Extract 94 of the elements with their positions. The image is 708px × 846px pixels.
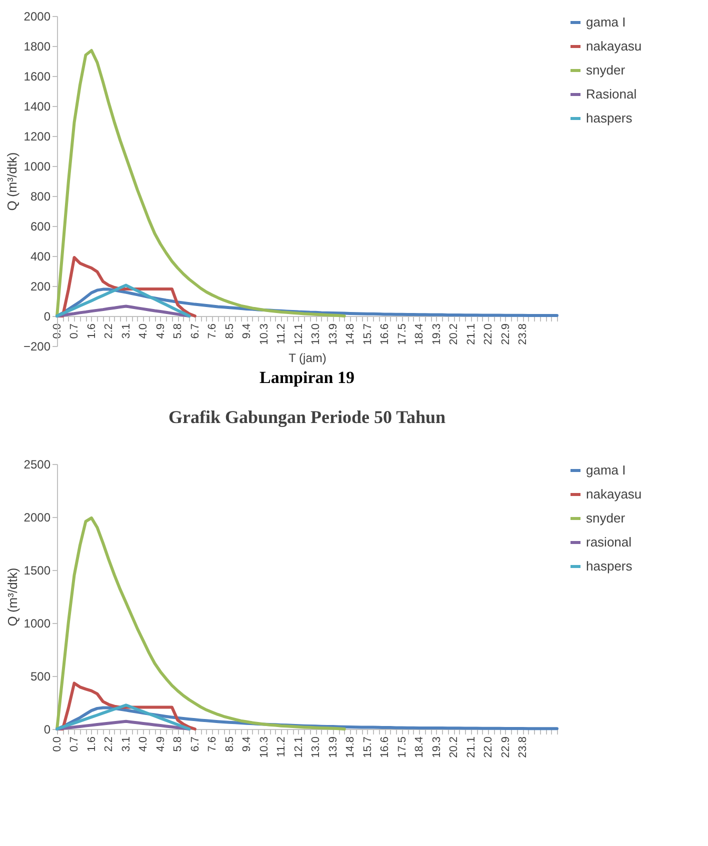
y-tick-label: 1500	[24, 564, 51, 578]
line-series	[56, 49, 346, 318]
x-tick-label: 19.3	[430, 736, 443, 758]
x-tick-label: 21.1	[465, 324, 478, 345]
x-tick-label: 20.2	[448, 736, 460, 758]
legend-label: snyder	[586, 62, 626, 78]
x-tick-label: 22.0	[482, 736, 495, 758]
y-tick-label: 2000	[24, 510, 51, 524]
legend-label: gama I	[586, 14, 626, 30]
x-tick-label: 1.6	[86, 324, 98, 339]
x-tick-label: 13.9	[327, 736, 340, 758]
x-tick-label: 21.1	[465, 736, 478, 758]
x-tick-label: 4.0	[138, 324, 150, 339]
x-tick-label: 17.5	[396, 736, 408, 758]
line-series	[56, 704, 191, 730]
x-tick-label: 5.8	[172, 736, 184, 752]
y-tick-label: 200	[30, 280, 51, 294]
x-tick-label: 0.7	[68, 324, 81, 339]
x-tick-label: 4.9	[154, 324, 167, 339]
x-tick-label: 23.8	[517, 324, 530, 345]
legend-label: nakayasu	[586, 486, 642, 502]
x-tick-label: 4.9	[154, 736, 167, 752]
x-tick-label: 1.6	[86, 736, 98, 752]
x-tick-label: 6.7	[189, 324, 202, 339]
x-tick-label: 14.8	[344, 736, 357, 758]
x-tick-label: 22.0	[482, 324, 495, 345]
x-tick-label: 12.1	[292, 324, 305, 345]
x-tick-label: 10.3	[258, 736, 270, 758]
y-tick-label: 1400	[24, 100, 51, 114]
line-series	[56, 284, 191, 318]
x-tick-label: 3.1	[120, 324, 132, 339]
x-tick-label: 15.7	[362, 736, 374, 758]
x-tick-label: 22.9	[500, 736, 512, 758]
x-tick-label: 9.4	[241, 736, 254, 752]
y-tick-label: 400	[30, 250, 51, 264]
legend-label: gama I	[586, 462, 626, 478]
x-tick-label: 10.3	[258, 324, 270, 345]
y-tick-label: 2500	[24, 458, 51, 472]
legend-label: nakayasu	[586, 38, 642, 54]
x-tick-label: 6.7	[189, 736, 202, 752]
y-tick-label: 600	[30, 220, 51, 234]
x-tick-label: 17.5	[396, 324, 408, 345]
chart-subtitle: Grafik Gabungan Periode 50 Tahun	[168, 407, 446, 427]
y-tick-label: 0	[44, 722, 51, 736]
x-tick-label: 13.0	[310, 324, 322, 345]
x-tick-label: 5.8	[172, 324, 184, 339]
x-tick-label: 8.5	[224, 324, 236, 339]
x-tick-label: 12.1	[292, 736, 305, 758]
x-tick-label: 7.6	[206, 736, 219, 752]
x-tick-label: 20.2	[448, 324, 460, 345]
y-tick-label: 1000	[24, 616, 51, 630]
x-tick-label: 15.7	[362, 324, 374, 345]
x-tick-label: 19.3	[430, 324, 443, 345]
x-tick-label: 11.2	[276, 324, 288, 344]
x-tick-label: 22.9	[500, 324, 512, 345]
x-tick-label: 16.6	[379, 736, 392, 758]
x-tick-label: 16.6	[379, 324, 392, 345]
y-tick-label: 0	[44, 310, 51, 324]
line-series	[56, 516, 346, 730]
x-tick-label: 2.2	[103, 736, 116, 752]
x-tick-label: 23.8	[517, 736, 530, 758]
line-series	[56, 720, 191, 730]
y-tick-label: 1200	[24, 130, 51, 144]
x-tick-label: 0.0	[52, 736, 64, 752]
x-axis-title: T (jam)	[288, 350, 326, 365]
x-tick-label: 13.9	[327, 324, 340, 345]
legend-label: snyder	[586, 510, 626, 526]
legend-label: haspers	[586, 558, 633, 574]
legend-label: haspers	[586, 110, 633, 126]
x-tick-label: 18.4	[414, 736, 426, 758]
line-series	[56, 304, 191, 318]
x-tick-label: 3.1	[120, 736, 132, 752]
y-axis-title: Q (m³/dtk)	[4, 568, 20, 626]
legend-label: rasional	[586, 534, 632, 550]
x-tick-label: 11.2	[276, 736, 288, 758]
chart-title: Lampiran 19	[260, 368, 354, 387]
y-tick-label: 800	[30, 190, 51, 204]
x-tick-label: 4.0	[138, 736, 150, 752]
x-tick-label: 18.4	[414, 324, 426, 345]
x-tick-label: 7.6	[206, 324, 219, 339]
y-tick-label: −200	[23, 340, 51, 354]
y-tick-label: 1000	[24, 160, 51, 174]
y-tick-label: 1600	[24, 70, 51, 84]
x-tick-label: 0.7	[68, 736, 81, 752]
x-tick-label: 8.5	[224, 736, 236, 752]
x-tick-label: 14.8	[344, 324, 357, 345]
y-axis-title: Q (m³/dtk)	[4, 152, 20, 211]
y-tick-label: 2000	[24, 10, 51, 24]
x-tick-label: 9.4	[241, 324, 254, 339]
legend-label: Rasional	[586, 86, 637, 102]
y-tick-label: 500	[30, 670, 51, 684]
x-tick-label: 2.2	[103, 324, 116, 339]
y-tick-label: 1800	[24, 40, 51, 54]
x-tick-label: 13.0	[310, 736, 322, 758]
